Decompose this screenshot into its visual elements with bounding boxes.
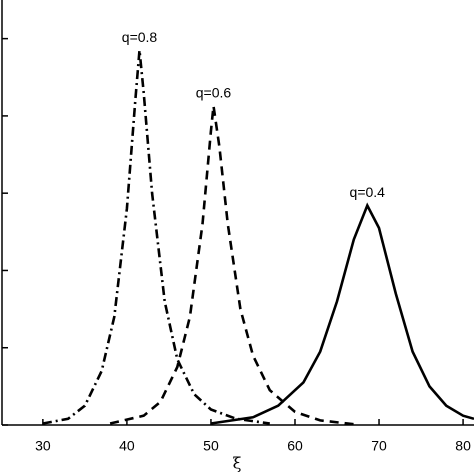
line-series [109, 105, 354, 426]
series-label: q=0.4 [350, 184, 386, 200]
line-series [42, 50, 270, 425]
x-axis-label: ξ [233, 454, 242, 473]
series-label: q=0.6 [196, 85, 232, 101]
x-tick-label: 80 [455, 438, 471, 454]
line-series [210, 202, 474, 425]
series-label: q=0.8 [122, 29, 158, 45]
x-tick-label: 40 [119, 438, 135, 454]
x-tick-label: 30 [35, 438, 51, 454]
x-tick-label: 50 [203, 438, 219, 454]
x-tick-label: 70 [371, 438, 387, 454]
x-tick-label: 60 [287, 438, 303, 454]
